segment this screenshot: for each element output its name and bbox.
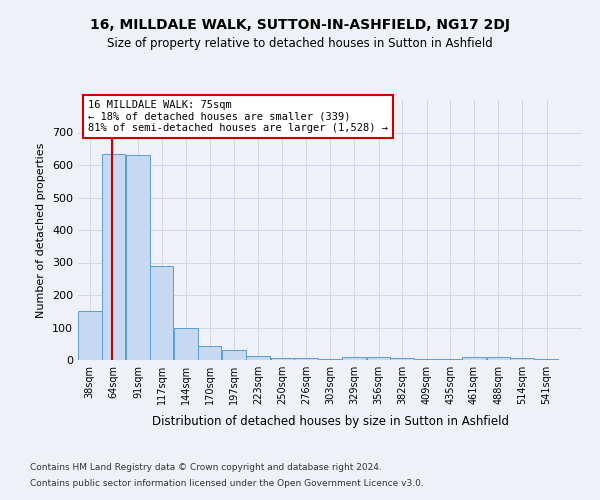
Bar (174, 328, 198, 360)
Text: Contains HM Land Registry data © Crown copyright and database right 2024.: Contains HM Land Registry data © Crown c… (30, 464, 382, 472)
Bar (391, 358, 414, 360)
Bar (294, 358, 318, 360)
Bar (535, 359, 559, 360)
Bar (246, 356, 269, 360)
Bar (126, 155, 150, 360)
Bar (367, 357, 391, 360)
Bar (150, 266, 173, 360)
Bar (78, 311, 101, 360)
Bar (223, 350, 246, 360)
Text: 16, MILLDALE WALK, SUTTON-IN-ASHFIELD, NG17 2DJ: 16, MILLDALE WALK, SUTTON-IN-ASHFIELD, N… (90, 18, 510, 32)
Bar (487, 358, 510, 360)
X-axis label: Distribution of detached houses by size in Sutton in Ashfield: Distribution of detached houses by size … (151, 416, 509, 428)
Bar (271, 358, 294, 360)
Y-axis label: Number of detached properties: Number of detached properties (37, 142, 46, 318)
Bar (198, 346, 221, 360)
Bar (101, 154, 125, 360)
Bar (510, 358, 534, 360)
Text: 16 MILLDALE WALK: 75sqm
← 18% of detached houses are smaller (339)
81% of semi-d: 16 MILLDALE WALK: 75sqm ← 18% of detache… (88, 100, 388, 133)
Text: Contains public sector information licensed under the Open Government Licence v3: Contains public sector information licen… (30, 478, 424, 488)
Bar (462, 358, 486, 360)
Bar (342, 358, 366, 360)
Bar (415, 359, 439, 360)
Text: Size of property relative to detached houses in Sutton in Ashfield: Size of property relative to detached ho… (107, 38, 493, 51)
